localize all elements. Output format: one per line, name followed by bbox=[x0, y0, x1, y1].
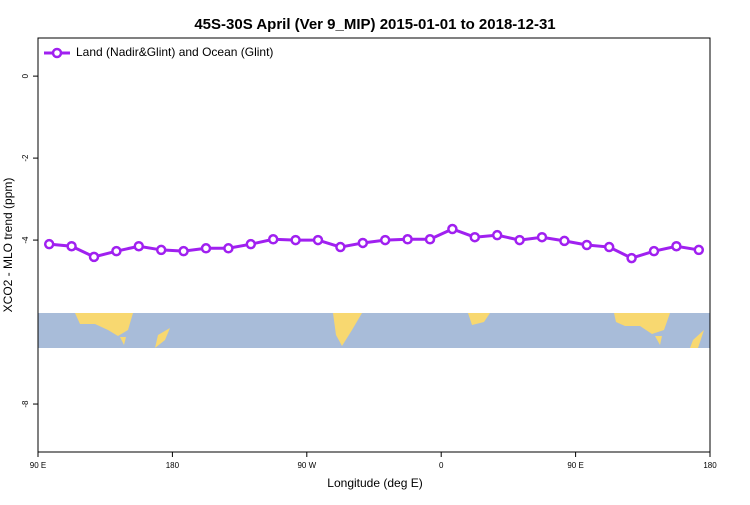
point bbox=[178, 245, 189, 257]
y-tick-label: -2 bbox=[21, 154, 30, 162]
x-tick-label: 180 bbox=[166, 461, 180, 470]
point bbox=[626, 252, 637, 264]
point bbox=[267, 234, 279, 245]
point bbox=[66, 240, 77, 252]
y-tick-label: -4 bbox=[21, 236, 30, 244]
point bbox=[133, 240, 145, 252]
y-tick-label: 0 bbox=[21, 73, 30, 78]
x-tick-label: 90 E bbox=[30, 461, 46, 470]
point bbox=[648, 245, 660, 257]
x-axis-label: Longitude (deg E) bbox=[327, 476, 422, 490]
y-axis-label: XCO2 - MLO trend (ppm) bbox=[1, 178, 15, 313]
legend-label: Land (Nadir&Glint) and Ocean (Glint) bbox=[76, 45, 273, 59]
point bbox=[514, 234, 525, 246]
point bbox=[335, 241, 346, 253]
point bbox=[491, 229, 503, 241]
legend-marker bbox=[51, 47, 63, 59]
x-tick-label: 180 bbox=[703, 461, 717, 470]
point bbox=[536, 231, 548, 243]
point bbox=[581, 239, 593, 251]
point bbox=[603, 241, 615, 253]
point bbox=[402, 234, 413, 245]
point bbox=[447, 223, 458, 235]
point bbox=[88, 251, 100, 263]
point bbox=[223, 243, 234, 254]
x-tick-label: 0 bbox=[439, 461, 444, 470]
point bbox=[290, 234, 301, 246]
point bbox=[357, 237, 369, 249]
point bbox=[559, 235, 570, 247]
point bbox=[155, 244, 167, 256]
point bbox=[469, 231, 481, 243]
point bbox=[111, 245, 122, 257]
point bbox=[43, 238, 55, 250]
x-tick-label: 90 W bbox=[297, 461, 316, 470]
point bbox=[312, 234, 324, 246]
map-band bbox=[38, 313, 710, 348]
y-tick-label: -8 bbox=[21, 400, 30, 408]
point bbox=[379, 234, 391, 246]
point bbox=[424, 234, 436, 245]
point bbox=[671, 240, 682, 252]
x-tick-label: 90 E bbox=[567, 461, 583, 470]
point bbox=[693, 244, 705, 256]
point bbox=[245, 238, 257, 250]
chart-title: 45S-30S April (Ver 9_MIP) 2015-01-01 to … bbox=[194, 16, 555, 33]
plot-frame bbox=[37, 37, 711, 453]
point bbox=[200, 243, 212, 254]
